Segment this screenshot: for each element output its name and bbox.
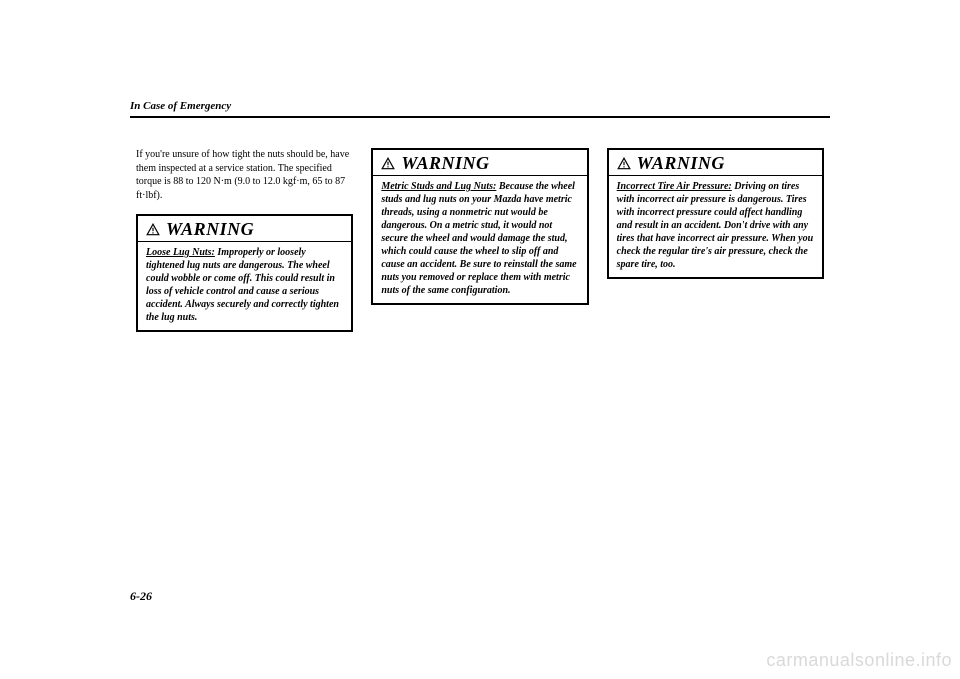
column-1: If you're unsure of how tight the nuts s… — [136, 148, 353, 332]
warning-box-lug-nuts: WARNING Loose Lug Nuts: Improperly or lo… — [136, 214, 353, 332]
warning-title-row: WARNING — [609, 150, 822, 176]
warning-box-metric-studs: WARNING Metric Studs and Lug Nuts: Becau… — [371, 148, 588, 305]
warning-triangle-icon — [381, 157, 395, 171]
manual-page: In Case of Emergency If you're unsure of… — [130, 100, 830, 600]
warning-label: WARNING — [401, 153, 489, 174]
page-number: 6-26 — [130, 589, 152, 604]
warning-triangle-icon — [146, 223, 160, 237]
column-2: WARNING Metric Studs and Lug Nuts: Becau… — [371, 148, 588, 332]
watermark: carmanualsonline.info — [766, 650, 952, 671]
column-3: WARNING Incorrect Tire Air Pressure: Dri… — [607, 148, 824, 332]
warning-box-tire-pressure: WARNING Incorrect Tire Air Pressure: Dri… — [607, 148, 824, 279]
warning-label: WARNING — [166, 219, 254, 240]
content-columns: If you're unsure of how tight the nuts s… — [130, 148, 830, 332]
warning-subtitle: Loose Lug Nuts: — [146, 247, 215, 258]
warning-triangle-icon — [617, 157, 631, 171]
warning-text: Because the wheel studs and lug nuts on … — [381, 181, 576, 296]
warning-subtitle: Incorrect Tire Air Pressure: — [617, 181, 732, 192]
warning-text: Driving on tires with incorrect air pres… — [617, 181, 814, 270]
warning-title-row: WARNING — [138, 216, 351, 242]
section-header: In Case of Emergency — [130, 100, 830, 118]
warning-title-row: WARNING — [373, 150, 586, 176]
warning-text: Improperly or loosely tightened lug nuts… — [146, 247, 339, 323]
warning-body: Incorrect Tire Air Pressure: Driving on … — [609, 176, 822, 277]
intro-text: If you're unsure of how tight the nuts s… — [136, 148, 353, 202]
warning-body: Loose Lug Nuts: Improperly or loosely ti… — [138, 242, 351, 330]
warning-subtitle: Metric Studs and Lug Nuts: — [381, 181, 496, 192]
warning-label: WARNING — [637, 153, 725, 174]
warning-body: Metric Studs and Lug Nuts: Because the w… — [373, 176, 586, 303]
